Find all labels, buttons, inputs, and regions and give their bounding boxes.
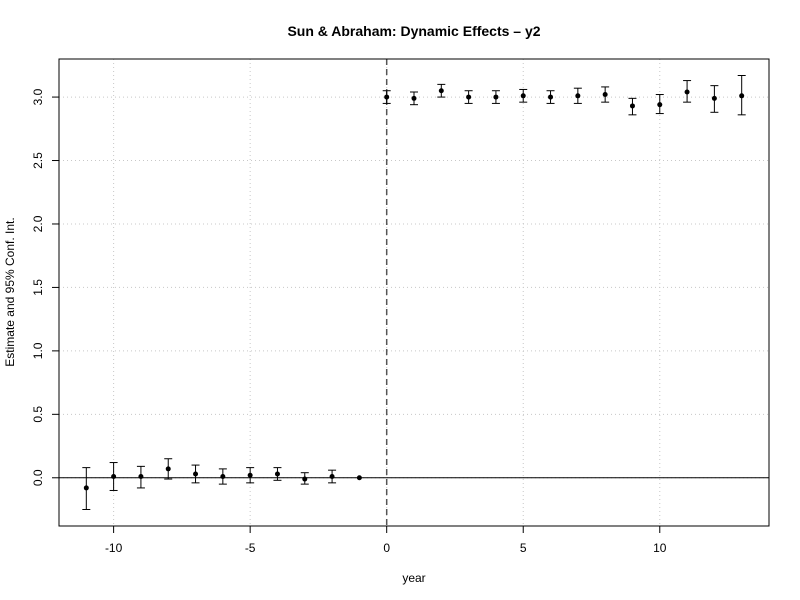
data-point bbox=[684, 89, 690, 95]
x-axis: -10 -5 0 5 10 bbox=[105, 526, 667, 555]
x-axis-label: year bbox=[402, 571, 425, 585]
data-point bbox=[247, 472, 253, 478]
x-tick-label: 5 bbox=[520, 541, 527, 555]
y-tick-label: 0.0 bbox=[31, 469, 45, 486]
data-point bbox=[302, 476, 308, 482]
grid-lines bbox=[59, 59, 769, 526]
data-point bbox=[165, 466, 171, 472]
data-point bbox=[739, 93, 745, 99]
point-markers bbox=[83, 88, 745, 491]
data-point bbox=[520, 93, 526, 99]
x-tick-label: 0 bbox=[383, 541, 390, 555]
data-point bbox=[629, 103, 635, 109]
data-point bbox=[329, 474, 335, 480]
x-tick-label: 10 bbox=[653, 541, 667, 555]
data-point bbox=[83, 485, 89, 491]
y-axis-label: Estimate and 95% Conf. Int. bbox=[3, 217, 17, 366]
y-tick-label: 1.0 bbox=[31, 342, 45, 359]
data-point bbox=[548, 94, 554, 100]
y-axis: 0.0 0.5 1.0 1.5 2.0 2.5 3.0 bbox=[31, 88, 59, 486]
data-point bbox=[493, 94, 499, 100]
data-point bbox=[356, 475, 362, 481]
data-point bbox=[384, 94, 390, 100]
data-point bbox=[711, 95, 717, 101]
data-point bbox=[274, 471, 280, 477]
x-tick-label: -10 bbox=[105, 541, 123, 555]
data-point bbox=[657, 102, 663, 108]
data-point bbox=[111, 474, 117, 480]
y-tick-label: 2.5 bbox=[31, 152, 45, 169]
data-point bbox=[220, 474, 226, 480]
data-point bbox=[602, 92, 608, 98]
data-point bbox=[575, 93, 581, 99]
data-point bbox=[438, 88, 444, 94]
data-point bbox=[466, 94, 472, 100]
data-point bbox=[193, 471, 199, 477]
data-point bbox=[411, 95, 417, 101]
x-tick-label: -5 bbox=[245, 541, 256, 555]
y-tick-label: 2.0 bbox=[31, 215, 45, 232]
data-point bbox=[138, 474, 144, 480]
y-tick-label: 3.0 bbox=[31, 88, 45, 105]
chart-title: Sun & Abraham: Dynamic Effects – y2 bbox=[287, 23, 540, 39]
y-tick-label: 1.5 bbox=[31, 279, 45, 296]
reference-lines bbox=[59, 59, 769, 526]
error-bars bbox=[82, 74, 746, 511]
y-tick-label: 0.5 bbox=[31, 406, 45, 423]
plot-frame bbox=[58, 58, 770, 527]
